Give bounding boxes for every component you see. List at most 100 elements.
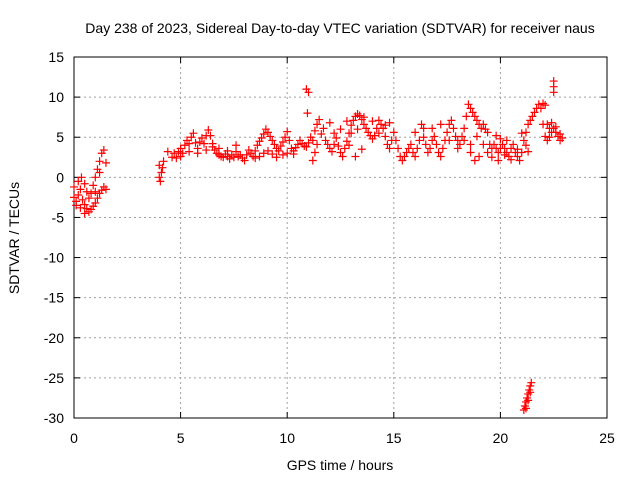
data-point [445, 136, 454, 145]
y-tick-label: -25 [44, 370, 64, 386]
data-point [419, 133, 428, 142]
data-point [415, 136, 424, 145]
x-tick-label: 0 [70, 430, 78, 446]
data-point [483, 128, 492, 137]
data-point [436, 120, 445, 129]
data-point [195, 138, 204, 147]
data-point [101, 158, 110, 167]
data-point [340, 144, 349, 153]
data-point [342, 117, 351, 126]
data-point [251, 146, 260, 155]
data-point [283, 149, 292, 158]
data-point [374, 116, 383, 125]
data-point [76, 203, 85, 212]
x-tick-label: 15 [386, 430, 402, 446]
data-point [539, 120, 548, 129]
grid-lines [74, 57, 607, 418]
data-point [278, 150, 287, 159]
data-point [519, 136, 528, 145]
data-point [521, 141, 530, 150]
data-point [345, 141, 354, 150]
data-point [240, 156, 249, 165]
data-point [447, 116, 456, 125]
data-point [89, 181, 98, 190]
data-point [466, 104, 475, 113]
axis-ticks: 0 5 10 15 20 25 15 10 5 0 -5 -10 -15 -20 -25 -30 [44, 49, 615, 446]
x-tick-label: 5 [177, 430, 185, 446]
data-point [172, 154, 181, 163]
data-point [487, 153, 496, 162]
y-tick-label: 5 [56, 129, 64, 145]
data-point [91, 199, 100, 208]
data-point [539, 99, 548, 108]
data-point [336, 148, 345, 157]
data-point [423, 148, 432, 157]
data-point [234, 152, 243, 161]
data-point [517, 148, 526, 157]
data-point [347, 121, 356, 130]
data-point [191, 138, 200, 147]
data-point [259, 130, 268, 139]
data-point [359, 120, 368, 129]
data-point [417, 120, 426, 129]
data-point [385, 118, 394, 127]
data-point [413, 144, 422, 153]
data-point [517, 129, 526, 138]
data-point [214, 144, 223, 153]
data-point [78, 195, 87, 204]
data-point [259, 149, 268, 158]
data-point [70, 182, 78, 191]
data-point [494, 156, 503, 165]
data-point [176, 152, 185, 161]
data-point [276, 142, 285, 151]
data-point [470, 112, 479, 121]
data-point [163, 147, 172, 156]
data-point [251, 154, 260, 163]
data-point [308, 136, 317, 145]
data-point [321, 136, 330, 145]
data-point [443, 128, 452, 137]
data-point [468, 108, 477, 117]
data-point [319, 124, 328, 133]
data-point [336, 125, 345, 134]
plot-frame [73, 56, 608, 419]
data-point [185, 147, 194, 156]
data-point [272, 153, 281, 162]
data-point [411, 128, 420, 137]
data-point [325, 118, 334, 127]
data-point [99, 146, 108, 155]
data-point [176, 144, 185, 153]
data-point [187, 133, 196, 142]
data-point [385, 144, 394, 153]
data-point [327, 147, 336, 156]
data-point [558, 134, 567, 143]
data-point [76, 185, 85, 194]
data-point [206, 131, 215, 140]
data-point [536, 104, 545, 113]
data-point [483, 148, 492, 157]
data-point [74, 190, 83, 199]
x-axis-label: GPS time / hours [287, 457, 394, 473]
data-point [513, 152, 522, 161]
data-point [330, 129, 339, 138]
data-point [91, 173, 100, 182]
data-point [524, 147, 533, 156]
data-point [274, 146, 283, 155]
data-point [494, 148, 503, 157]
y-tick-label: 15 [48, 49, 64, 65]
data-point [266, 132, 275, 141]
data-point [93, 194, 102, 203]
data-point [72, 201, 81, 210]
data-point [492, 131, 501, 140]
data-point [479, 120, 488, 129]
data-point [472, 116, 481, 125]
data-point [526, 116, 535, 125]
data-point [541, 132, 550, 141]
data-point [404, 144, 413, 153]
data-point [368, 117, 377, 126]
data-point [202, 146, 211, 155]
data-point [232, 141, 241, 150]
data-point [549, 88, 558, 97]
data-point [204, 126, 213, 135]
data-point [507, 155, 516, 164]
